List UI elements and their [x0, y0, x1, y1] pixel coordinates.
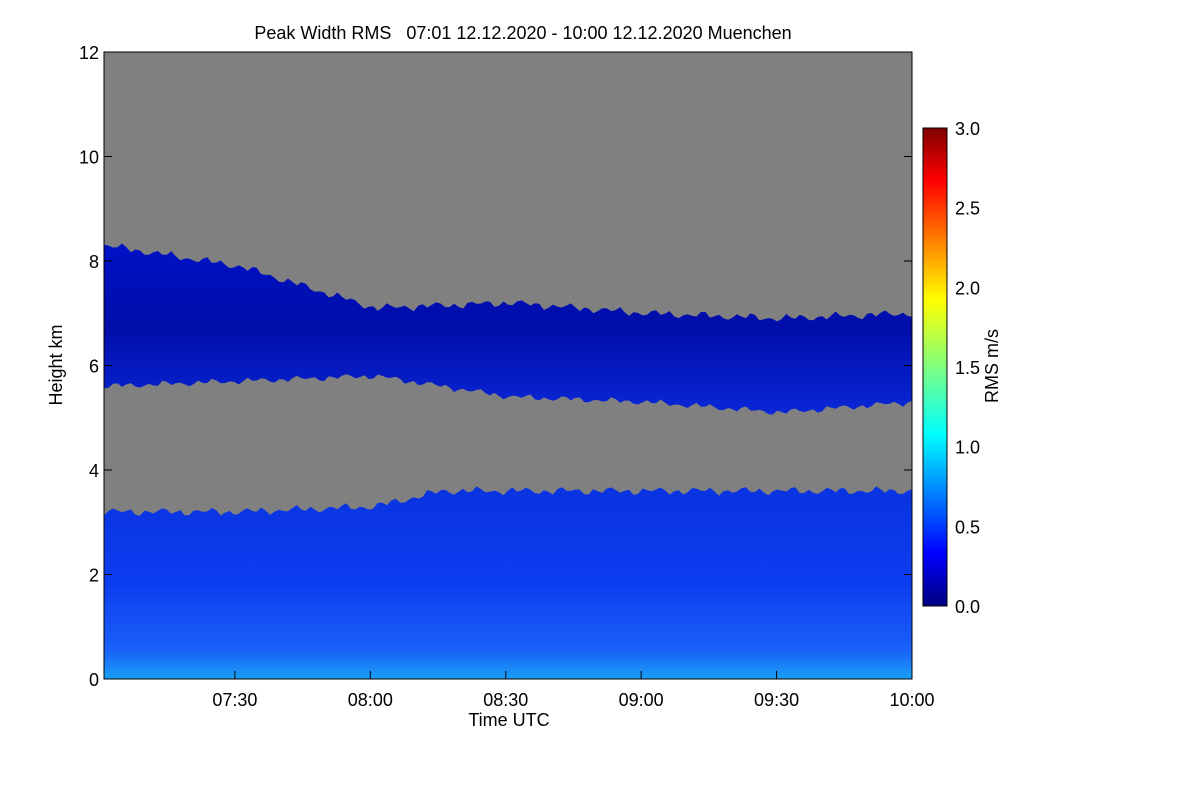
y-axis-title: Height km: [46, 324, 66, 405]
colorbar-tick-label: 1.5: [955, 358, 980, 378]
y-axis: 0 2 4 6 8 10 12: [79, 43, 912, 690]
x-axis-title: Time UTC: [468, 710, 549, 730]
colorbar-tick-label: 0.5: [955, 517, 980, 537]
plot-area: [103, 51, 913, 680]
y-tick-label: 0: [89, 670, 99, 690]
colorbar: 0.0 0.5 1.0 1.5 2.0 2.5 3.0 RMS m/s: [922, 119, 1002, 617]
x-tick-label: 08:00: [348, 690, 393, 710]
y-tick-label: 8: [89, 252, 99, 272]
x-tick-label: 09:00: [619, 690, 664, 710]
y-tick-label: 10: [79, 148, 99, 168]
colorbar-gradient: [922, 127, 948, 607]
y-tick-label: 6: [89, 357, 99, 377]
x-axis: 07:30 08:00 08:30 09:00 09:30 10:00: [212, 671, 935, 710]
colorbar-tick-label: 3.0: [955, 119, 980, 139]
upper-layer: [104, 243, 912, 415]
colorbar-tick-label: 1.0: [955, 438, 980, 458]
colorbar-tick-label: 0.0: [955, 597, 980, 617]
colorbar-tick-label: 2.5: [955, 199, 980, 219]
colorbar-ticks: 0.0 0.5 1.0 1.5 2.0 2.5 3.0: [955, 119, 980, 617]
lower-layer: [104, 486, 912, 679]
y-tick-label: 12: [79, 43, 99, 63]
x-tick-label: 07:30: [212, 690, 257, 710]
colorbar-tick-label: 2.0: [955, 278, 980, 298]
x-tick-label: 10:00: [889, 690, 934, 710]
chart-title: Peak Width RMS 07:01 12.12.2020 - 10:00 …: [254, 23, 791, 43]
x-tick-label: 09:30: [754, 690, 799, 710]
x-tick-label: 08:30: [483, 690, 528, 710]
colorbar-label: RMS m/s: [982, 329, 1002, 403]
y-tick-label: 2: [89, 566, 99, 586]
y-tick-label: 4: [89, 461, 99, 481]
